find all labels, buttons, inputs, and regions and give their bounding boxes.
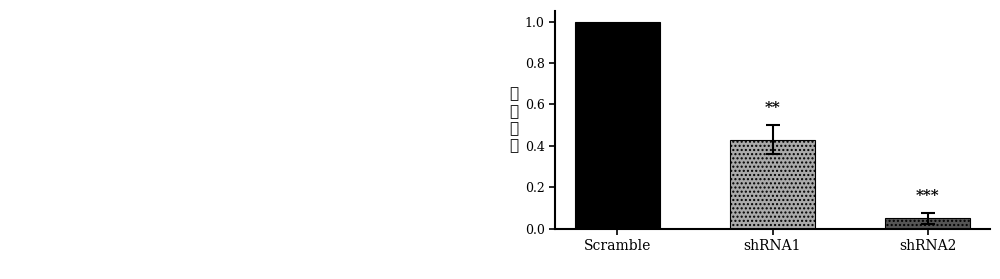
Bar [885, 218, 970, 229]
Bar [730, 140, 815, 229]
Bar [575, 21, 660, 229]
Text: **: ** [765, 101, 780, 115]
Y-axis label: 细
胞
活
性: 细 胞 活 性 [509, 86, 518, 153]
Text: ***: *** [916, 189, 939, 203]
